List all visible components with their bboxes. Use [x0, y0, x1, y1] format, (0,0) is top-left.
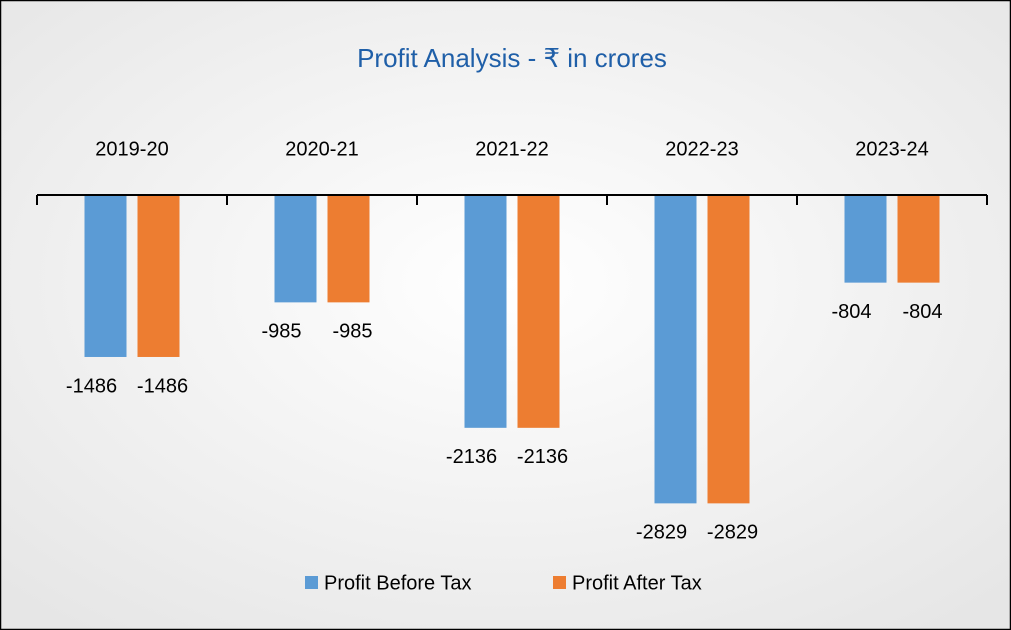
data-label: -1486: [66, 375, 117, 397]
data-label: -1486: [137, 375, 188, 397]
bar: [517, 195, 560, 428]
bar: [274, 195, 317, 303]
legend-label: Profit After Tax: [572, 572, 702, 594]
bar: [844, 195, 887, 283]
data-label: -2829: [636, 522, 687, 544]
bar: [327, 195, 370, 303]
data-label: -804: [902, 301, 942, 323]
data-label: -985: [261, 321, 301, 343]
legend-swatch: [305, 576, 318, 589]
legend-label: Profit Before Tax: [324, 572, 471, 594]
bar: [464, 195, 507, 428]
chart-title: Profit Analysis - ₹ in crores: [357, 43, 667, 73]
bar: [707, 195, 750, 504]
legend-swatch: [553, 576, 566, 589]
data-label: -2829: [707, 522, 758, 544]
data-label: -985: [332, 321, 372, 343]
data-label: -804: [831, 301, 871, 323]
x-tick-label: 2021-22: [475, 138, 548, 160]
data-label: -2136: [446, 446, 497, 468]
bar: [654, 195, 697, 504]
x-tick-label: 2022-23: [665, 138, 738, 160]
x-tick-label: 2019-20: [95, 138, 168, 160]
bar: [84, 195, 127, 357]
x-tick-label: 2020-21: [285, 138, 358, 160]
data-label: -2136: [517, 446, 568, 468]
bar: [137, 195, 180, 357]
x-tick-label: 2023-24: [855, 138, 928, 160]
bar: [897, 195, 940, 283]
